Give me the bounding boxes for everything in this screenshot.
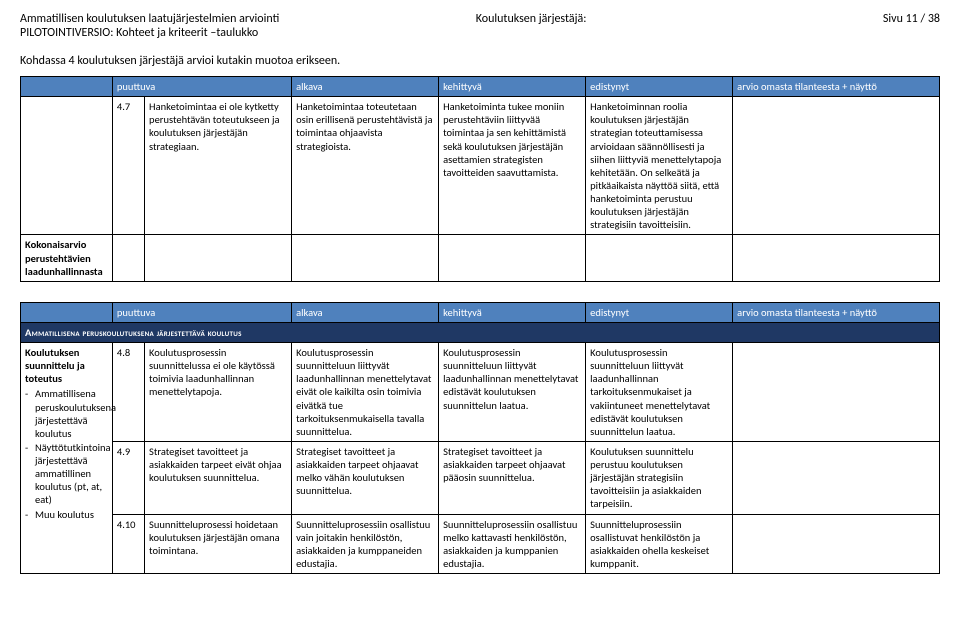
page-number: Sivu 11 / 38 xyxy=(883,12,940,40)
cell-alkava: Suunnitteluprosessiin osallistuu vain jo… xyxy=(292,514,439,574)
cell-edistynyt: Koulutuksen suunnittelu perustuu koulutu… xyxy=(586,441,733,514)
col-header-blank xyxy=(21,302,113,322)
col-header-edistynyt: edistynyt xyxy=(586,302,733,322)
row-number-cell: 4.10 xyxy=(112,514,144,574)
col-header-arvio: arvio omasta tilanteesta + näyttö xyxy=(733,302,940,322)
page-header: Ammatillisen koulutuksen laatujärjestelm… xyxy=(20,12,940,40)
summary-kehittyva xyxy=(439,235,586,281)
row-label-title: Koulutuksen suunnittelu ja toteutus xyxy=(25,346,85,385)
table-row: Koulutuksen suunnittelu ja toteutus Amma… xyxy=(21,343,940,442)
summary-num xyxy=(112,235,144,281)
col-header-puuttuva: puuttuva xyxy=(112,77,291,97)
matrix-table-2: puuttuva alkava kehittyvä edistynyt arvi… xyxy=(20,302,940,574)
cell-edistynyt: Suunnitteluprosessiin osallistuvat henki… xyxy=(586,514,733,574)
list-item: Muu koulutus xyxy=(25,508,108,521)
section-header-row: Ammatillisena peruskoulutuksena järjeste… xyxy=(21,322,940,342)
summary-alkava xyxy=(292,235,439,281)
col-header-alkava: alkava xyxy=(292,302,439,322)
col-header-alkava: alkava xyxy=(292,77,439,97)
summary-label: Kokonaisarvio perustehtävien laadunhalli… xyxy=(21,235,113,281)
cell-kehittyva: Suunnitteluprosessiin osallistuu melko k… xyxy=(439,514,586,574)
col-header-blank xyxy=(21,77,113,97)
cell-puuttuva: Koulutusprosessin suunnittelussa ei ole … xyxy=(145,343,292,442)
summary-row: Kokonaisarvio perustehtävien laadunhalli… xyxy=(21,235,940,281)
row-number-cell: 4.9 xyxy=(112,441,144,514)
table-row: 4.9 Strategiset tavoitteet ja asiakkaide… xyxy=(21,441,940,514)
cell-arvio xyxy=(733,97,940,235)
cell-kehittyva: Strategiset tavoitteet ja asiakkaiden ta… xyxy=(439,441,586,514)
cell-puuttuva: Hanketoimintaa ei ole kytketty perusteht… xyxy=(145,97,292,235)
row-label-sublist: Ammatillisena peruskoulutuksena järjeste… xyxy=(25,387,108,520)
cell-kehittyva: Hanketoiminta tukee moniin perustehtävii… xyxy=(439,97,586,235)
cell-edistynyt: Hanketoiminnan roolia koulutuksen järjes… xyxy=(586,97,733,235)
column-header-row: puuttuva alkava kehittyvä edistynyt arvi… xyxy=(21,302,940,322)
list-item: Näyttötutkintoina järjestettävä ammatill… xyxy=(25,441,108,507)
col-header-kehittyva: kehittyvä xyxy=(439,77,586,97)
intro-text: Kohdassa 4 koulutuksen järjestäjä arvioi… xyxy=(20,54,940,68)
col-header-edistynyt: edistynyt xyxy=(586,77,733,97)
summary-arvio xyxy=(733,235,940,281)
header-left: Ammatillisen koulutuksen laatujärjestelm… xyxy=(20,12,279,40)
section-title: Ammatillisena peruskoulutuksena järjeste… xyxy=(21,322,940,342)
cell-puuttuva: Strategiset tavoitteet ja asiakkaiden ta… xyxy=(145,441,292,514)
cell-alkava: Strategiset tavoitteet ja asiakkaiden ta… xyxy=(292,441,439,514)
cell-arvio xyxy=(733,514,940,574)
cell-arvio xyxy=(733,343,940,442)
cell-edistynyt: Koulutusprosessin suunnitteluun liittyvä… xyxy=(586,343,733,442)
table-row: 4.10 Suunnitteluprosessi hoidetaan koulu… xyxy=(21,514,940,574)
row-label-cell: Koulutuksen suunnittelu ja toteutus Amma… xyxy=(21,343,113,574)
header-center: Koulutuksen järjestäjä: xyxy=(476,12,587,40)
row-number-cell: 4.7 xyxy=(112,97,144,235)
row-number-cell: 4.8 xyxy=(112,343,144,442)
cell-kehittyva: Koulutusprosessin suunnitteluun liittyvä… xyxy=(439,343,586,442)
cell-arvio xyxy=(733,441,940,514)
summary-edistynyt xyxy=(586,235,733,281)
doc-title-1: Ammatillisen koulutuksen laatujärjestelm… xyxy=(20,12,279,26)
col-header-kehittyva: kehittyvä xyxy=(439,302,586,322)
column-header-row: puuttuva alkava kehittyvä edistynyt arvi… xyxy=(21,77,940,97)
cell-alkava: Hanketoimintaa toteutetaan osin erillise… xyxy=(292,97,439,235)
col-header-arvio: arvio omasta tilanteesta + näyttö xyxy=(733,77,940,97)
table-row: 4.7 Hanketoimintaa ei ole kytketty perus… xyxy=(21,97,940,235)
matrix-table-1: puuttuva alkava kehittyvä edistynyt arvi… xyxy=(20,76,940,282)
col-header-puuttuva: puuttuva xyxy=(112,302,291,322)
list-item: Ammatillisena peruskoulutuksena järjeste… xyxy=(25,387,108,440)
row-label-cell xyxy=(21,97,113,235)
cell-puuttuva: Suunnitteluprosessi hoidetaan koulutukse… xyxy=(145,514,292,574)
summary-puuttuva xyxy=(145,235,292,281)
doc-title-2: PILOTOINTIVERSIO: Kohteet ja kriteerit –… xyxy=(20,26,279,40)
cell-alkava: Koulutusprosessin suunnitteluun liittyvä… xyxy=(292,343,439,442)
